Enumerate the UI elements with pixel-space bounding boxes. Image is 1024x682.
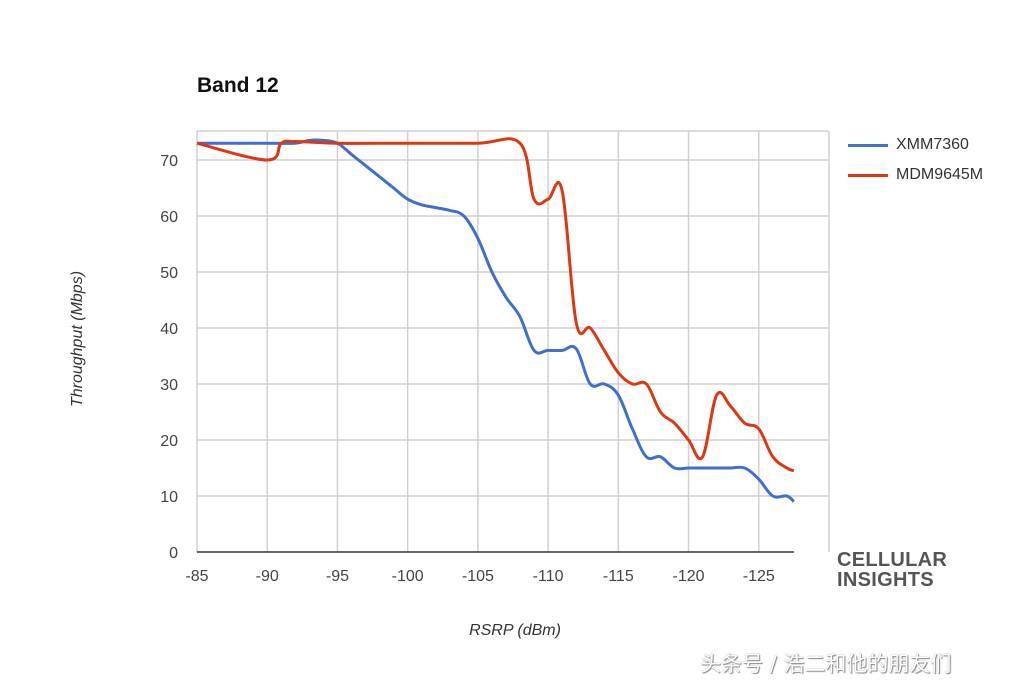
- svg-text:0: 0: [169, 545, 178, 562]
- brand-line-1: CELLULAR: [837, 549, 948, 571]
- cellular-insights-logo: CELLULAR INSIGHTS: [837, 550, 947, 590]
- svg-text:-90: -90: [256, 568, 279, 585]
- svg-text:60: 60: [160, 209, 178, 226]
- svg-text:-110: -110: [533, 568, 564, 585]
- svg-text:70: 70: [160, 153, 178, 170]
- legend-label: MDM9645M: [896, 166, 984, 183]
- axes: 10 20 30 40 50 60 70 0 -85 -90 -95 -100 -105 -110 -115…: [160, 153, 794, 585]
- chart-title: Band 12: [197, 74, 279, 97]
- legend-swatch-blue: [848, 143, 888, 147]
- svg-text:-120: -120: [673, 568, 705, 585]
- legend-swatch-red: [848, 173, 888, 177]
- brand-line-2: INSIGHTS: [837, 569, 934, 591]
- grid-lines: [196, 130, 830, 552]
- svg-text:30: 30: [160, 377, 178, 394]
- svg-text:-85: -85: [185, 568, 208, 585]
- watermark: 头条号 / 浩二和他的朋友们: [700, 652, 952, 676]
- series-line-xmm7360: [197, 138, 795, 503]
- svg-text:20: 20: [160, 433, 178, 450]
- svg-text:50: 50: [160, 265, 178, 282]
- svg-text:10: 10: [160, 489, 178, 506]
- legend: XMM7360 MDM9645M: [848, 130, 983, 190]
- y-axis-label: Throughput (Mbps): [69, 270, 86, 408]
- svg-text:40: 40: [160, 321, 178, 338]
- legend-label: XMM7360: [896, 136, 969, 153]
- legend-item-xmm7360: XMM7360: [848, 130, 983, 160]
- svg-text:-115: -115: [603, 568, 634, 585]
- svg-text:-105: -105: [462, 568, 494, 585]
- series-line-mdm9645m: [196, 137, 795, 473]
- legend-item-mdm9645m: MDM9645M: [848, 160, 983, 190]
- x-axis-label: RSRP (dBm): [469, 622, 561, 639]
- svg-text:-95: -95: [326, 568, 349, 585]
- data-series: [196, 137, 795, 503]
- svg-text:-100: -100: [392, 568, 424, 585]
- svg-text:-125: -125: [743, 568, 775, 585]
